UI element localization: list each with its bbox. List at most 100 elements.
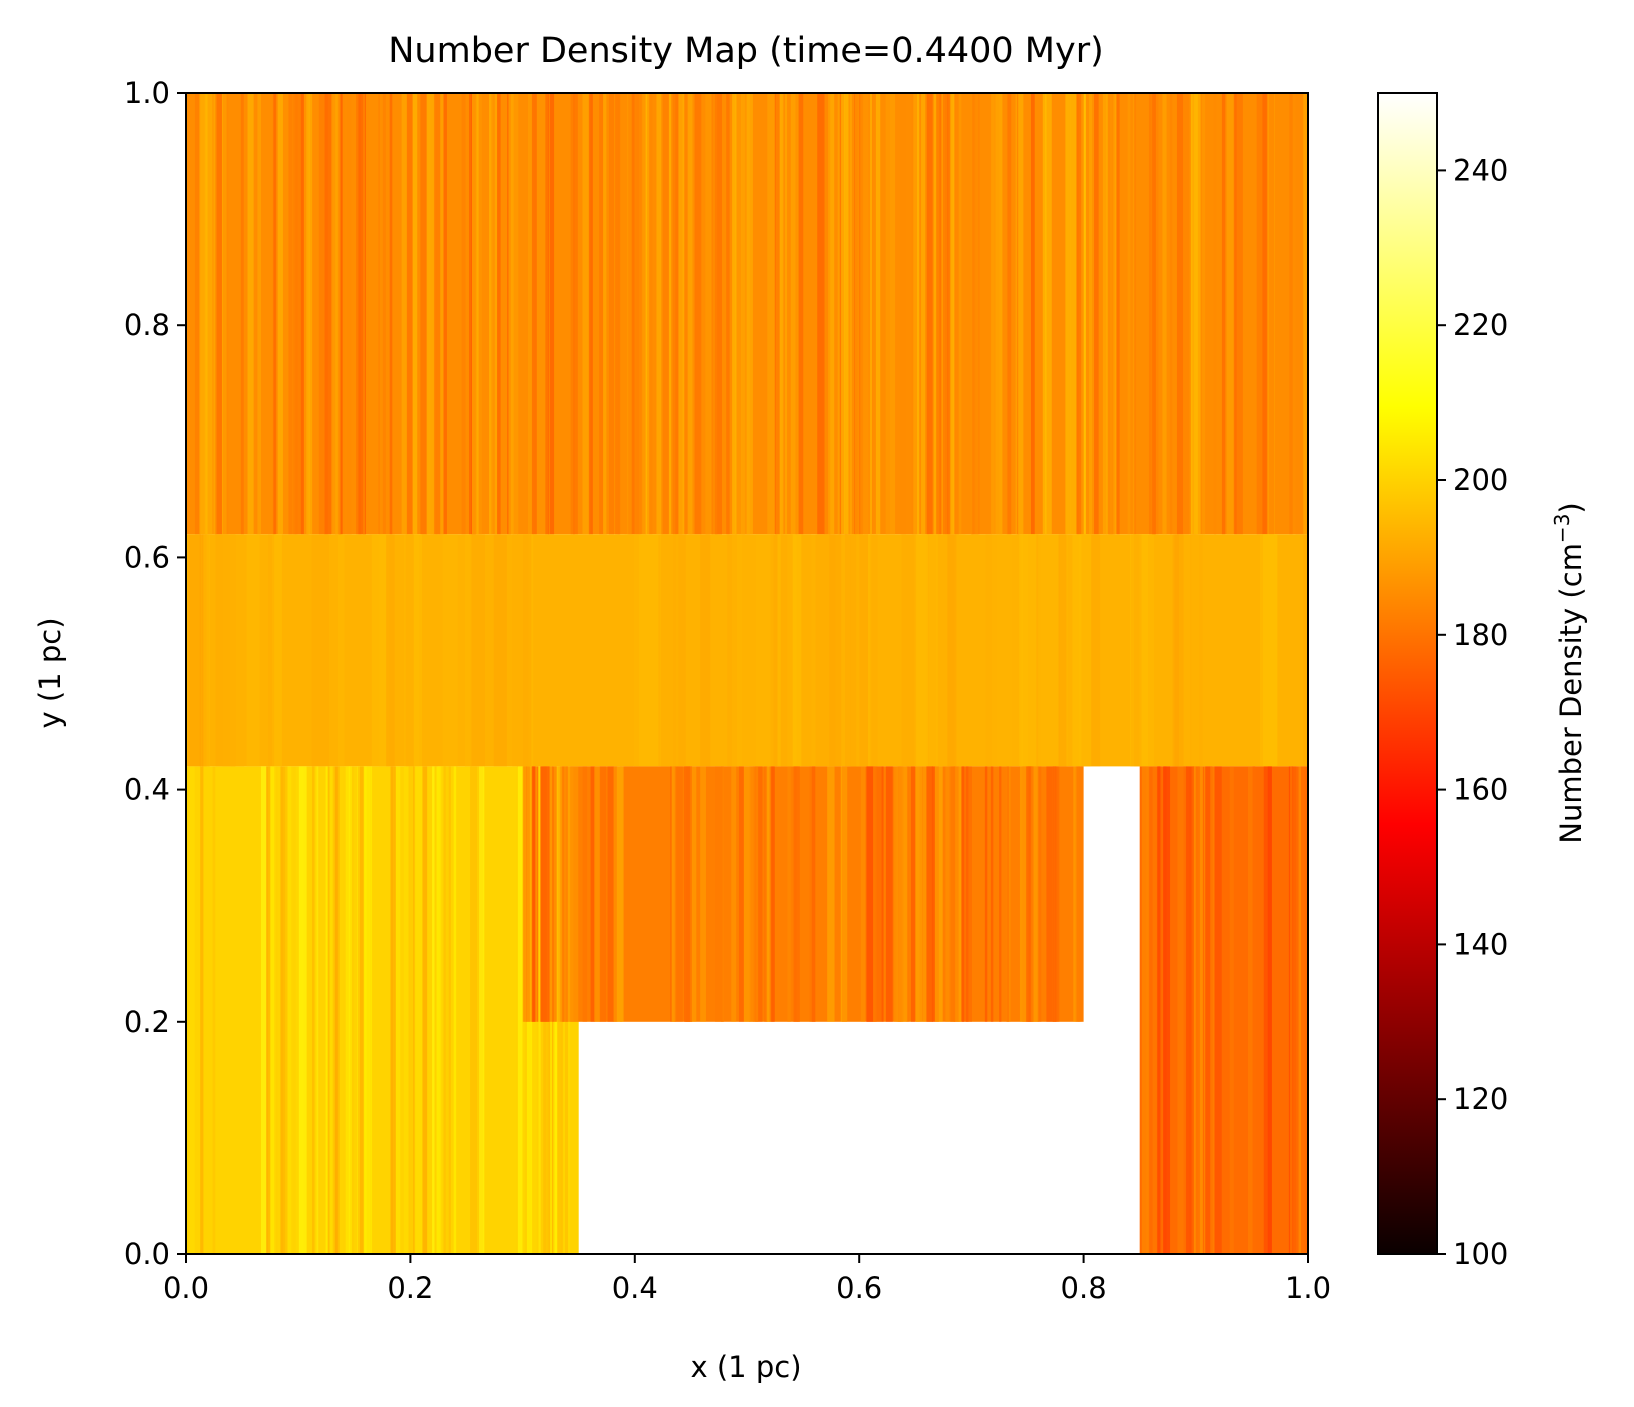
heatmap-streak	[1019, 766, 1027, 1022]
heatmap-streak	[1069, 93, 1077, 535]
colorbar-tick-label: 100	[1453, 1237, 1508, 1271]
heatmap-streak	[439, 93, 444, 535]
heatmap-streak	[854, 93, 860, 535]
y-tick-label: 0.2	[124, 1005, 170, 1039]
heatmap-streak	[928, 534, 948, 767]
heatmap-streak	[678, 93, 685, 535]
heatmap-streak	[787, 534, 802, 767]
heatmap-streak	[441, 766, 450, 1254]
heatmap-streak	[1259, 534, 1278, 767]
colorbar-label-exponent: −3	[1550, 514, 1574, 543]
heatmap-streak	[528, 93, 534, 535]
heatmap-streak	[1078, 534, 1091, 767]
heatmap-streak	[934, 766, 943, 1022]
heatmap-streak	[926, 534, 937, 767]
heatmap-streak	[570, 93, 575, 535]
heatmap-streak	[1042, 93, 1047, 535]
heatmap-streak	[494, 93, 498, 535]
heatmap-streak	[318, 93, 325, 535]
heatmap-streak	[1134, 534, 1142, 767]
heatmap-streak	[767, 93, 775, 535]
heatmap-streak	[705, 93, 711, 535]
heatmap-streak	[371, 534, 387, 767]
heatmap-streak	[999, 93, 1003, 535]
heatmap-streak	[617, 93, 621, 535]
heatmap-streak	[937, 534, 957, 767]
heatmap-streak	[470, 534, 485, 767]
heatmap-streak	[1045, 93, 1052, 535]
heatmap-streak	[850, 534, 868, 767]
heatmap-streak	[422, 534, 439, 767]
heatmap-streak	[674, 766, 683, 1022]
heatmap-streak	[785, 93, 788, 535]
heatmap-streak	[199, 93, 208, 535]
heatmap-streak	[684, 93, 688, 535]
colorbar-label: Number Density (cm−3)	[1550, 502, 1588, 844]
heatmap-streak	[570, 766, 579, 1022]
heatmap-streak	[362, 93, 366, 535]
heatmap-streak	[689, 766, 697, 1022]
heatmap-streak	[547, 93, 555, 535]
heatmap-streak	[199, 534, 207, 767]
heatmap-streak	[1302, 93, 1308, 535]
heatmap-streak	[358, 93, 367, 535]
heatmap-streak	[532, 766, 536, 1022]
heatmap-streak	[661, 93, 669, 535]
heatmap-streak	[281, 93, 290, 535]
heatmap-streak	[1194, 93, 1201, 535]
heatmap-streak	[809, 766, 816, 1022]
heatmap-streak	[489, 93, 492, 535]
heatmap-streak	[1262, 93, 1268, 535]
heatmap-streak	[669, 93, 672, 535]
heatmap-streak	[517, 534, 532, 767]
heatmap-streak	[246, 534, 260, 767]
heatmap-streak	[1176, 93, 1184, 535]
heatmap-streak	[885, 766, 893, 1022]
heatmap-streak	[432, 766, 435, 1254]
heatmap-streak	[840, 766, 848, 1022]
heatmap-streak	[864, 93, 869, 535]
x-axis-label: x (1 pc)	[690, 1350, 801, 1384]
heatmap-streak	[764, 766, 768, 1022]
heatmap-streak	[823, 93, 830, 535]
heatmap-streak	[837, 93, 840, 535]
heatmap-streak	[599, 93, 607, 535]
heatmap-streak	[731, 766, 737, 1022]
heatmap-streak	[1058, 534, 1067, 767]
heatmap-streak	[1200, 766, 1203, 1254]
heatmap-streak	[790, 93, 799, 535]
heatmap-streak	[845, 534, 857, 767]
heatmap-streak	[200, 766, 204, 1254]
heatmap-streak	[390, 766, 394, 1254]
heatmap-streak	[731, 534, 743, 767]
heatmap-streak	[873, 766, 877, 1022]
heatmap-streak	[1073, 766, 1077, 1022]
heatmap-streak	[1234, 93, 1237, 535]
heatmap-streak	[954, 766, 962, 1022]
heatmap-streak	[273, 93, 277, 535]
heatmap-region-1	[186, 534, 1308, 767]
heatmap-streak	[1162, 93, 1167, 535]
colorbar-gradient	[1378, 93, 1437, 1254]
heatmap-streak	[1268, 93, 1275, 535]
heatmap-streak	[338, 93, 343, 535]
heatmap-streak	[829, 534, 842, 767]
heatmap-streak	[850, 534, 857, 767]
colorbar-frame	[1377, 92, 1438, 1255]
heatmap-streak	[298, 766, 307, 1254]
heatmap-streak	[189, 766, 195, 1254]
heatmap-streak	[906, 766, 909, 1022]
heatmap-streak	[590, 766, 596, 1022]
x-tick-label: 0.6	[836, 1271, 882, 1305]
heatmap-streak	[1192, 766, 1196, 1254]
heatmap-streak	[659, 534, 679, 767]
heatmap-streak	[510, 766, 516, 1254]
heatmap-streak	[497, 93, 501, 535]
heatmap-streak	[1037, 766, 1042, 1022]
heatmap-streak	[209, 93, 217, 535]
heatmap-streak	[554, 766, 557, 1022]
heatmap-streak	[885, 93, 890, 535]
heatmap-streak	[403, 766, 409, 1254]
heatmap-streak	[770, 534, 778, 767]
